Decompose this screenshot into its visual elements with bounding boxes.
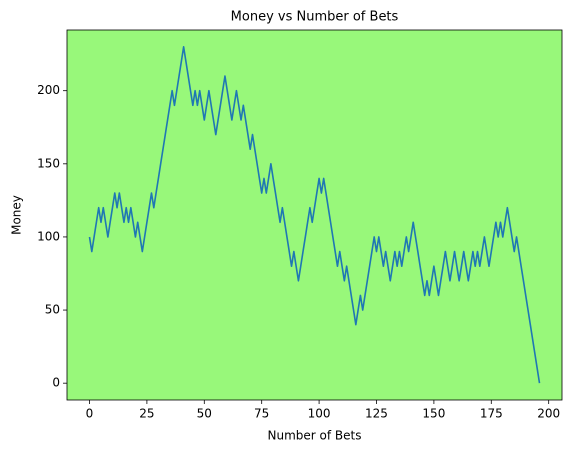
axes-frame bbox=[66, 29, 563, 401]
y-tick-label: 50 bbox=[45, 303, 60, 317]
x-tick-label: 150 bbox=[422, 407, 445, 421]
y-tick-label: 100 bbox=[37, 229, 60, 243]
x-tick-label: 25 bbox=[139, 407, 154, 421]
y-tick-label: 150 bbox=[37, 156, 60, 170]
x-axis-label: Number of Bets bbox=[268, 429, 362, 443]
x-tick-label: 75 bbox=[254, 407, 269, 421]
plot-area bbox=[67, 30, 562, 400]
x-tick-label: 0 bbox=[86, 407, 94, 421]
line bbox=[88, 46, 541, 384]
y-axis-label: Money bbox=[10, 195, 24, 235]
y-tick-label: 0 bbox=[52, 376, 60, 390]
x-tick-label: 50 bbox=[197, 407, 212, 421]
x-tick-label: 200 bbox=[537, 407, 560, 421]
x-tick-label: 125 bbox=[365, 407, 388, 421]
y-tick-label: 200 bbox=[37, 83, 60, 97]
chart-title: Money vs Number of Bets bbox=[231, 10, 399, 25]
x-tick-label: 175 bbox=[480, 407, 503, 421]
x-tick-label: 100 bbox=[308, 407, 331, 421]
